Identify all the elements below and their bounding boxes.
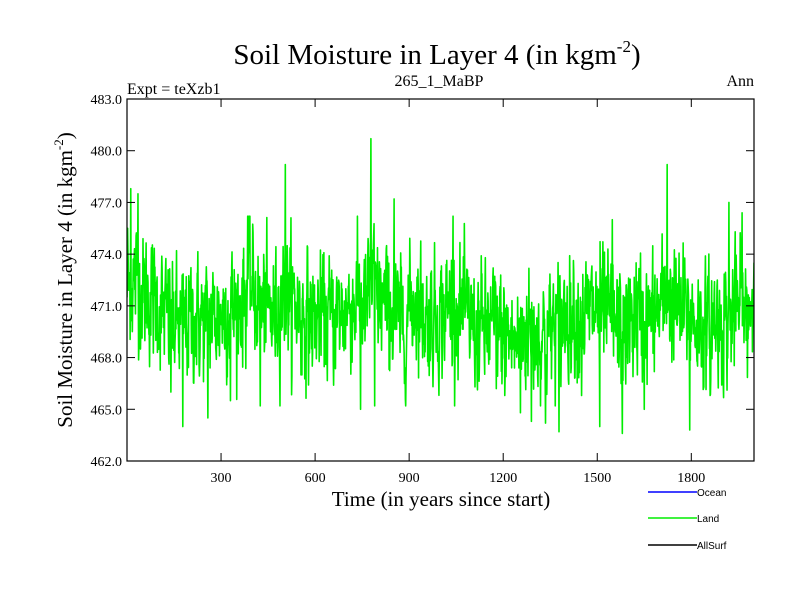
y-tick-label: 462.0 [91,455,123,470]
legend-label-allsurf: AllSurf [697,541,727,552]
y-axis-label: Soil Moisture in Layer 4 (in kgm-2) [51,132,77,427]
series-line-land [127,137,754,435]
x-tick-label: 1800 [677,471,705,486]
x-tick-label: 600 [305,471,326,486]
chart-title-close: ) [631,39,641,71]
x-tick-label: 300 [211,471,232,486]
season-label: Ann [726,73,754,90]
y-axis-label-close: ) [53,132,77,139]
x-tick-label: 1200 [489,471,517,486]
y-axis: 462.0 465.0 468.0 471.0 474.0 477.0 480.0 483.0 [91,93,754,470]
y-tick-label: 483.0 [91,93,123,108]
x-tick-label: 1500 [583,471,611,486]
x-axis: 300 600 900 1200 1500 1800 [211,99,705,486]
chart-title-sup: -2 [617,37,631,56]
y-tick-label: 468.0 [91,352,123,367]
y-tick-label: 477.0 [91,196,123,211]
period-label: 265_1_MaBP [395,73,484,90]
legend-label-ocean: Ocean [697,488,726,499]
y-tick-label: 480.0 [91,145,123,160]
y-axis-label-main: Soil Moisture in Layer 4 (in kgm [53,150,77,428]
x-tick-label: 900 [399,471,420,486]
experiment-label: Expt = teXzb1 [127,81,220,98]
y-axis-label-sup: -2 [51,139,66,150]
chart-title-main: Soil Moisture in Layer 4 (in kgm [233,39,617,71]
legend: Ocean Land AllSurf [648,488,727,552]
x-axis-label: Time (in years since start) [332,487,551,511]
plot-frame [126,98,755,462]
chart-title: Soil Moisture in Layer 4 (in kgm-2) [233,37,640,71]
y-tick-label: 465.0 [91,403,123,418]
y-tick-label: 471.0 [91,300,123,315]
y-tick-label: 474.0 [91,248,123,263]
legend-label-land: Land [697,514,719,525]
